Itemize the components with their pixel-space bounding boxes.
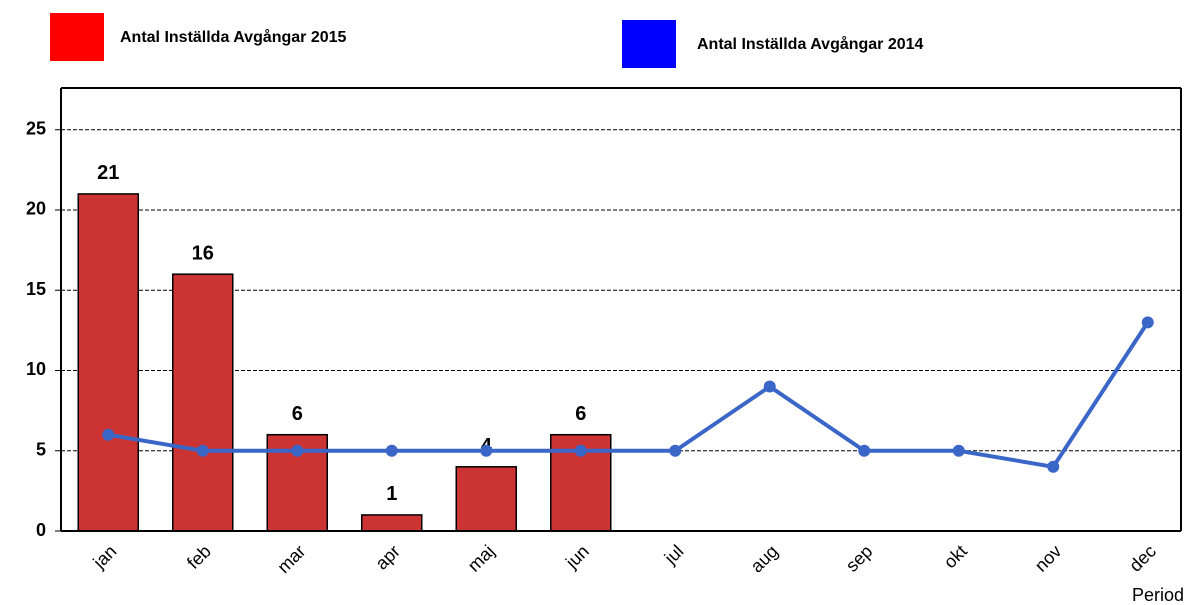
data-label: 6 <box>292 403 303 425</box>
line <box>107 321 1150 469</box>
x-tick-label: nov <box>1031 541 1066 576</box>
bar <box>361 514 423 532</box>
x-tick-label: apr <box>371 541 404 574</box>
x-tick-label: maj <box>464 541 499 576</box>
y-tick-label: 0 <box>36 520 46 540</box>
line-marker <box>952 444 965 457</box>
data-label: 6 <box>575 403 586 425</box>
data-label: 16 <box>192 242 214 264</box>
data-label: 21 <box>97 162 119 184</box>
x-tick-label: mar <box>273 541 309 577</box>
x-tick-label: jul <box>660 541 688 569</box>
line-marker <box>1141 316 1154 329</box>
legend-label: Antal Inställda Avgångar 2015 <box>120 28 347 46</box>
y-tick-label: 15 <box>26 279 46 299</box>
bar <box>172 273 234 532</box>
x-tick-label: aug <box>747 541 782 576</box>
x-tick-label: okt <box>940 541 971 572</box>
data-label: 1 <box>386 483 397 505</box>
y-tick-label: 25 <box>26 118 46 138</box>
bar <box>455 466 517 532</box>
line-marker <box>385 444 398 457</box>
x-tick-label: jun <box>561 541 593 573</box>
x-tick-label: sep <box>842 541 877 576</box>
line-marker <box>102 428 115 441</box>
line-marker <box>480 444 493 457</box>
x-tick-label: jan <box>89 541 121 573</box>
line-marker <box>669 444 682 457</box>
line-marker <box>196 444 209 457</box>
line-marker <box>1047 460 1060 473</box>
y-tick-label: 20 <box>26 199 46 219</box>
y-tick-label: 5 <box>36 439 46 459</box>
legend-label: Antal Inställda Avgångar 2014 <box>697 35 924 53</box>
legend-swatch <box>622 20 676 68</box>
line-marker <box>858 444 871 457</box>
y-tick-label: 10 <box>26 359 46 379</box>
line-marker <box>291 444 304 457</box>
x-tick-label: dec <box>1125 541 1160 576</box>
x-axis-label: Period <box>1132 585 1184 605</box>
line-marker <box>763 380 776 393</box>
bar <box>77 193 139 532</box>
x-tick-label: feb <box>183 541 215 573</box>
line-marker <box>574 444 587 457</box>
legend-swatch <box>50 13 104 61</box>
